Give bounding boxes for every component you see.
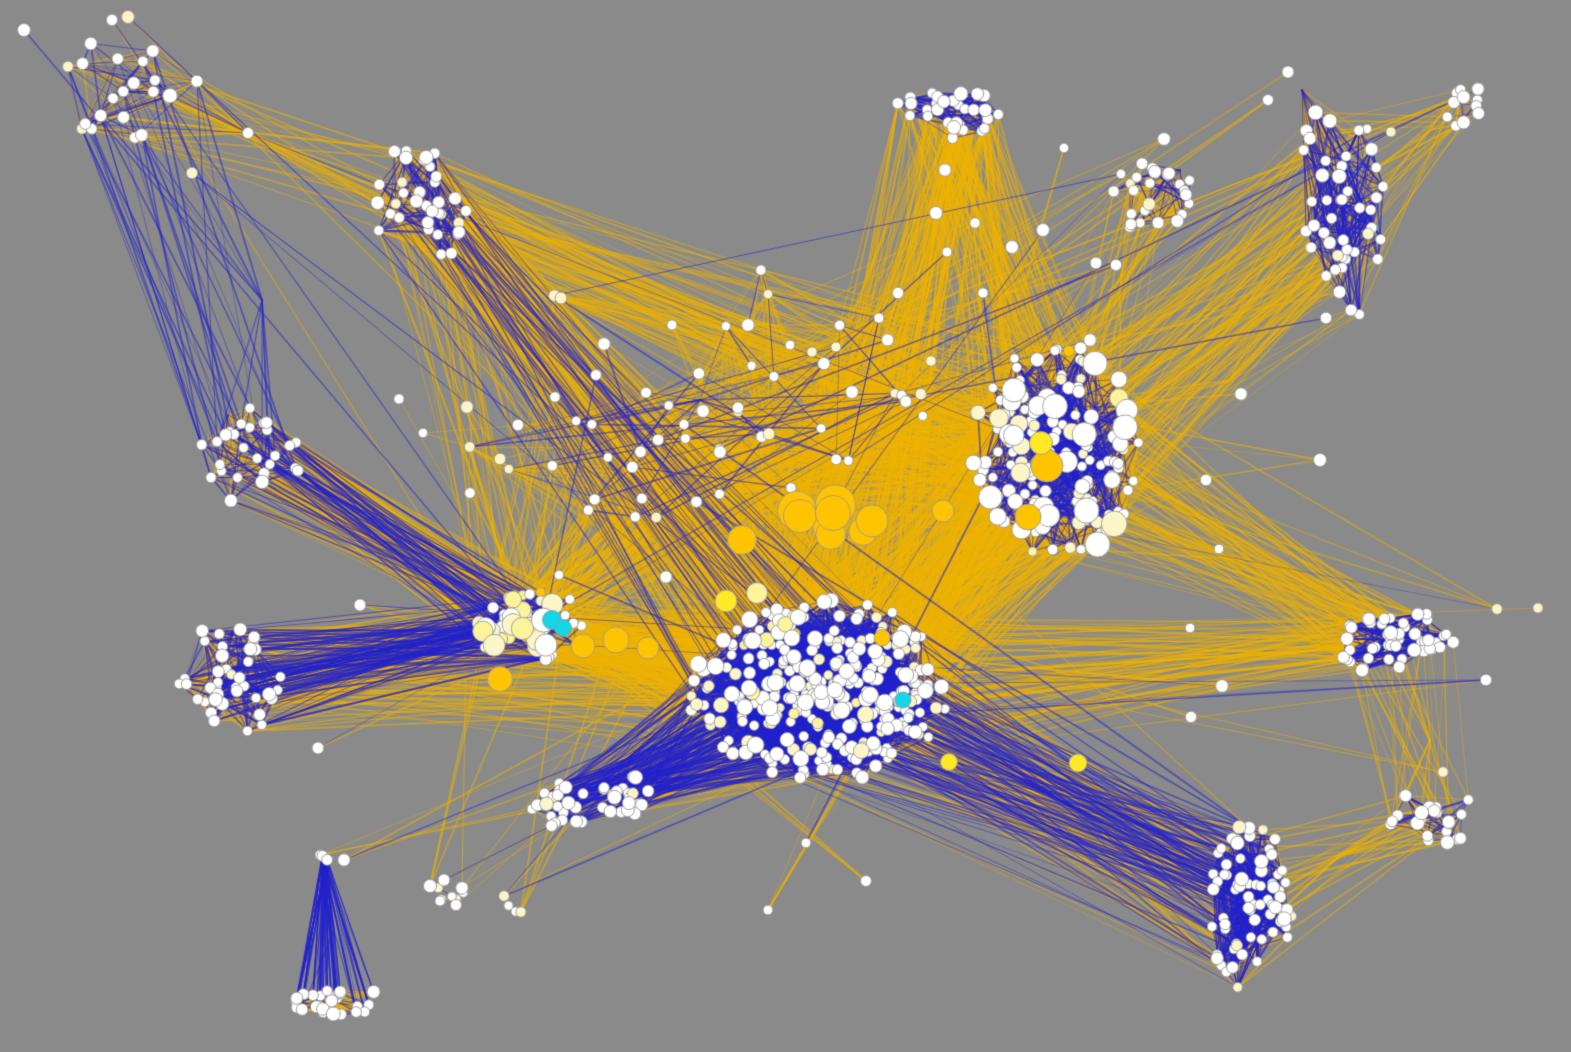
graph-cluster-isolated-dyad[interactable]: [500, 892, 524, 916]
graph-cluster-far-right-corner-clique[interactable]: [1443, 84, 1491, 132]
graph-cluster-lower-left-fan-cluster-b[interactable]: [599, 769, 651, 821]
graph-node-hub-k[interactable]: [603, 627, 629, 653]
graph-cluster-mid-sparse-halo[interactable]: [470, 170, 930, 630]
graph-cluster-right-center-cluster[interactable]: [947, 342, 1163, 558]
graph-cluster-upper-bipartite-fan[interactable]: [898, 58, 1002, 162]
graph-cluster-upper-right-small-blob[interactable]: [1102, 147, 1198, 243]
graph-cluster-bottom-right-spindle[interactable]: [1162, 817, 1338, 993]
graph-cluster-upper-left-spur[interactable]: [358, 143, 482, 267]
graph-cluster-isolated-pair-apex[interactable]: [318, 844, 346, 872]
graph-node-hub-h[interactable]: [932, 500, 954, 522]
graph-cluster-isolated-bottom-clique[interactable]: [291, 956, 379, 1044]
graph-cluster-left-lower-clique[interactable]: [168, 618, 292, 742]
graph-cluster-lower-left-fan-cluster[interactable]: [530, 775, 590, 835]
graph-cluster-right-mid-blue-clique[interactable]: [1333, 583, 1457, 707]
graph-cluster-lower-right-kite[interactable]: [1378, 763, 1482, 867]
graph-cluster-mid-left-diagonal-band[interactable]: [198, 403, 302, 507]
graph-cluster-isolated-tiny-clique[interactable]: [434, 879, 466, 911]
graph-node-hub-o[interactable]: [1069, 754, 1087, 772]
graph-cluster-top-left-clique[interactable]: [47, 7, 203, 163]
graph-node-hub-l[interactable]: [637, 637, 659, 659]
graph-cluster-right-top-column[interactable]: [1222, 97, 1458, 333]
graph-node-hub-p[interactable]: [941, 754, 958, 771]
